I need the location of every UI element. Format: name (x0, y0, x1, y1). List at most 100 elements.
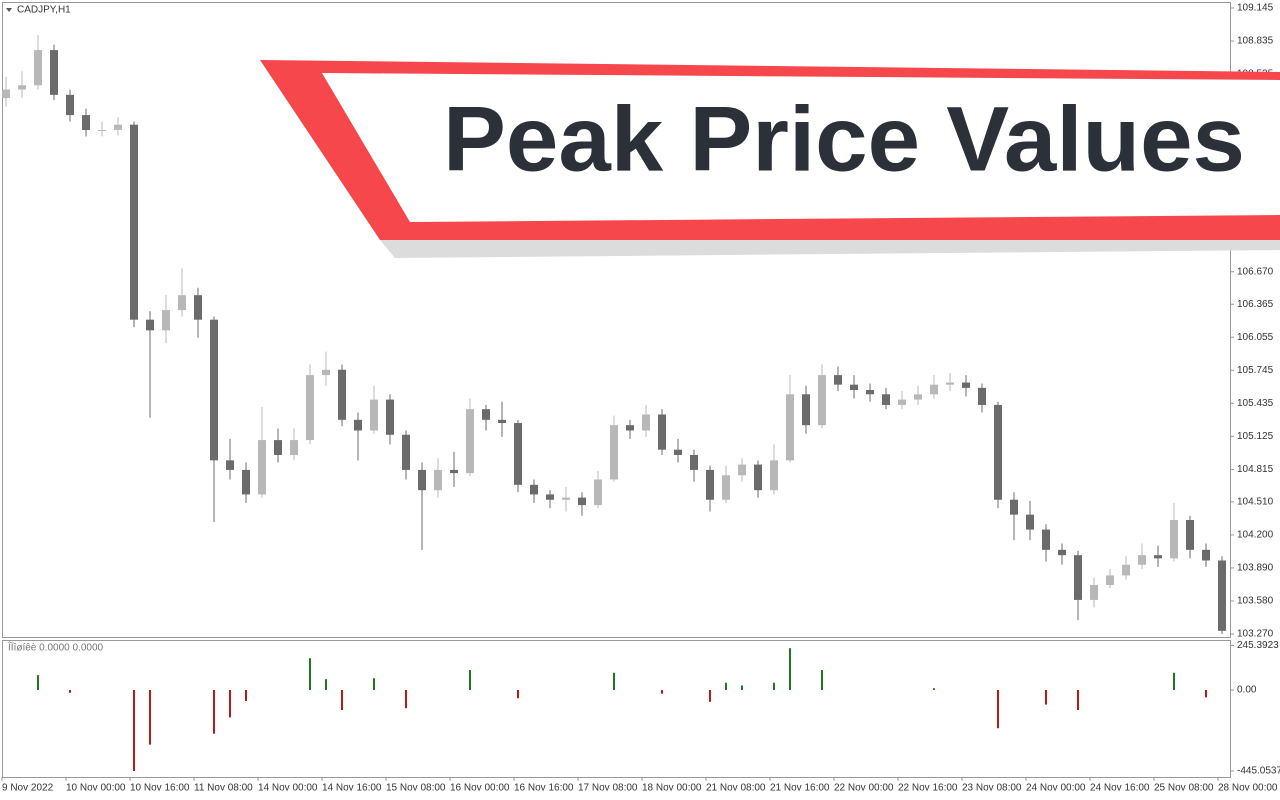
candle-body (1042, 529, 1050, 550)
candle-body (882, 394, 890, 405)
candle-body (50, 50, 58, 95)
x-tick-label: 16 Nov 16:00 (514, 783, 574, 794)
marks: 109.145108.835108.525106.980106.670106.3… (1, 3, 1280, 794)
candle-body (930, 384, 938, 395)
histogram-bar (325, 679, 327, 691)
candle-body (306, 375, 314, 441)
candle-body (226, 460, 234, 470)
candle-body (482, 409, 490, 420)
x-tick-label: 22 Nov 16:00 (898, 783, 958, 794)
histogram-bar (1173, 672, 1175, 691)
candle-body (258, 440, 266, 495)
candle-body (274, 440, 282, 456)
candle-body (210, 319, 218, 461)
candle-body (18, 85, 26, 90)
x-tick-label: 15 Nov 08:00 (386, 783, 446, 794)
candle-body (770, 460, 778, 491)
candle-body (754, 464, 762, 491)
histogram-bar (405, 690, 407, 709)
histogram-bar (709, 690, 711, 702)
y-tick-label: 106.670 (1237, 266, 1274, 277)
chart-title: CADJPY,H1 (17, 5, 71, 16)
candle-body (82, 115, 90, 131)
y-tick-label: 105.435 (1237, 398, 1274, 409)
candle-body (338, 369, 346, 420)
x-tick-label: 28 Nov 00:00 (1218, 783, 1278, 794)
candle-body (834, 375, 842, 385)
histogram-bar (373, 678, 375, 691)
x-tick-label: 23 Nov 08:00 (962, 783, 1022, 794)
candle-body (978, 387, 986, 405)
candle-body (674, 449, 682, 456)
candle-body (418, 469, 426, 491)
candle-body (578, 497, 586, 506)
candle-body (1218, 560, 1226, 631)
histogram-bar (341, 690, 343, 711)
candle-body (2, 89, 10, 99)
y-tick-label: 109.145 (1237, 3, 1274, 14)
x-tick-label: 25 Nov 08:00 (1154, 783, 1214, 794)
y-tick-label: 104.200 (1237, 530, 1274, 541)
candle-body (802, 394, 810, 426)
x-tick-label: 17 Nov 08:00 (578, 783, 638, 794)
candle-body (386, 399, 394, 435)
candle-body (114, 124, 122, 131)
indicator-title: ÎÏîøíêè 0.0000 0.0000 (7, 641, 104, 654)
candle-body (994, 404, 1002, 500)
candle-body (162, 310, 170, 331)
candle-body (450, 469, 458, 474)
candle-body (146, 319, 154, 331)
histogram-bar (821, 670, 823, 691)
candle-body (546, 494, 554, 500)
y-tick-label: 0.00 (1237, 685, 1257, 696)
candle-body (690, 455, 698, 470)
y-tick-label: 105.745 (1237, 365, 1274, 376)
y-tick-label: 108.835 (1237, 36, 1274, 47)
candle-body (290, 440, 298, 456)
histogram-bar (725, 682, 727, 691)
candle-body (1074, 555, 1082, 600)
candle-body (1170, 520, 1178, 559)
candle-body (706, 469, 714, 500)
y-tick-label: 105.125 (1237, 431, 1274, 442)
y-tick-label: 104.510 (1237, 497, 1274, 508)
x-tick-label: 24 Nov 00:00 (1026, 783, 1086, 794)
candle-body (1026, 514, 1034, 530)
candle-body (1154, 555, 1162, 559)
candle-body (130, 124, 138, 320)
histogram-bar (1205, 690, 1207, 698)
histogram-bar (37, 675, 39, 691)
banner: Peak Price Values (260, 60, 1280, 258)
y-tick-label: 104.815 (1237, 464, 1274, 475)
candle-body (914, 394, 922, 400)
histogram-bar (933, 688, 935, 691)
x-tick-label: 22 Nov 00:00 (834, 783, 894, 794)
x-tick-label: 10 Nov 00:00 (66, 783, 126, 794)
x-tick-label: 21 Nov 16:00 (770, 783, 830, 794)
candle-body (898, 399, 906, 405)
histogram-bar (309, 658, 311, 691)
histogram-bar (997, 690, 999, 729)
candle-body (962, 382, 970, 388)
candle-body (1058, 549, 1066, 556)
histogram-bar (1045, 690, 1047, 705)
histogram-bar (613, 672, 615, 691)
histogram-bar (133, 690, 135, 771)
candle-body (354, 419, 362, 431)
y-tick-label: 103.270 (1237, 629, 1274, 640)
candle-body (594, 479, 602, 506)
candle-body (1010, 499, 1018, 515)
y-tick-label: 245.3923 (1237, 640, 1279, 651)
histogram-bar (741, 685, 743, 691)
candle-body (1106, 575, 1114, 586)
candle-body (1186, 520, 1194, 550)
candle-body (194, 295, 202, 320)
candle-body (850, 384, 858, 391)
candle-body (786, 394, 794, 461)
candle-body (514, 423, 522, 485)
x-tick-label: 24 Nov 16:00 (1090, 783, 1150, 794)
histogram-bar (661, 690, 663, 694)
y-tick-label: 106.055 (1237, 332, 1274, 343)
y-tick-label: 103.580 (1237, 596, 1274, 607)
